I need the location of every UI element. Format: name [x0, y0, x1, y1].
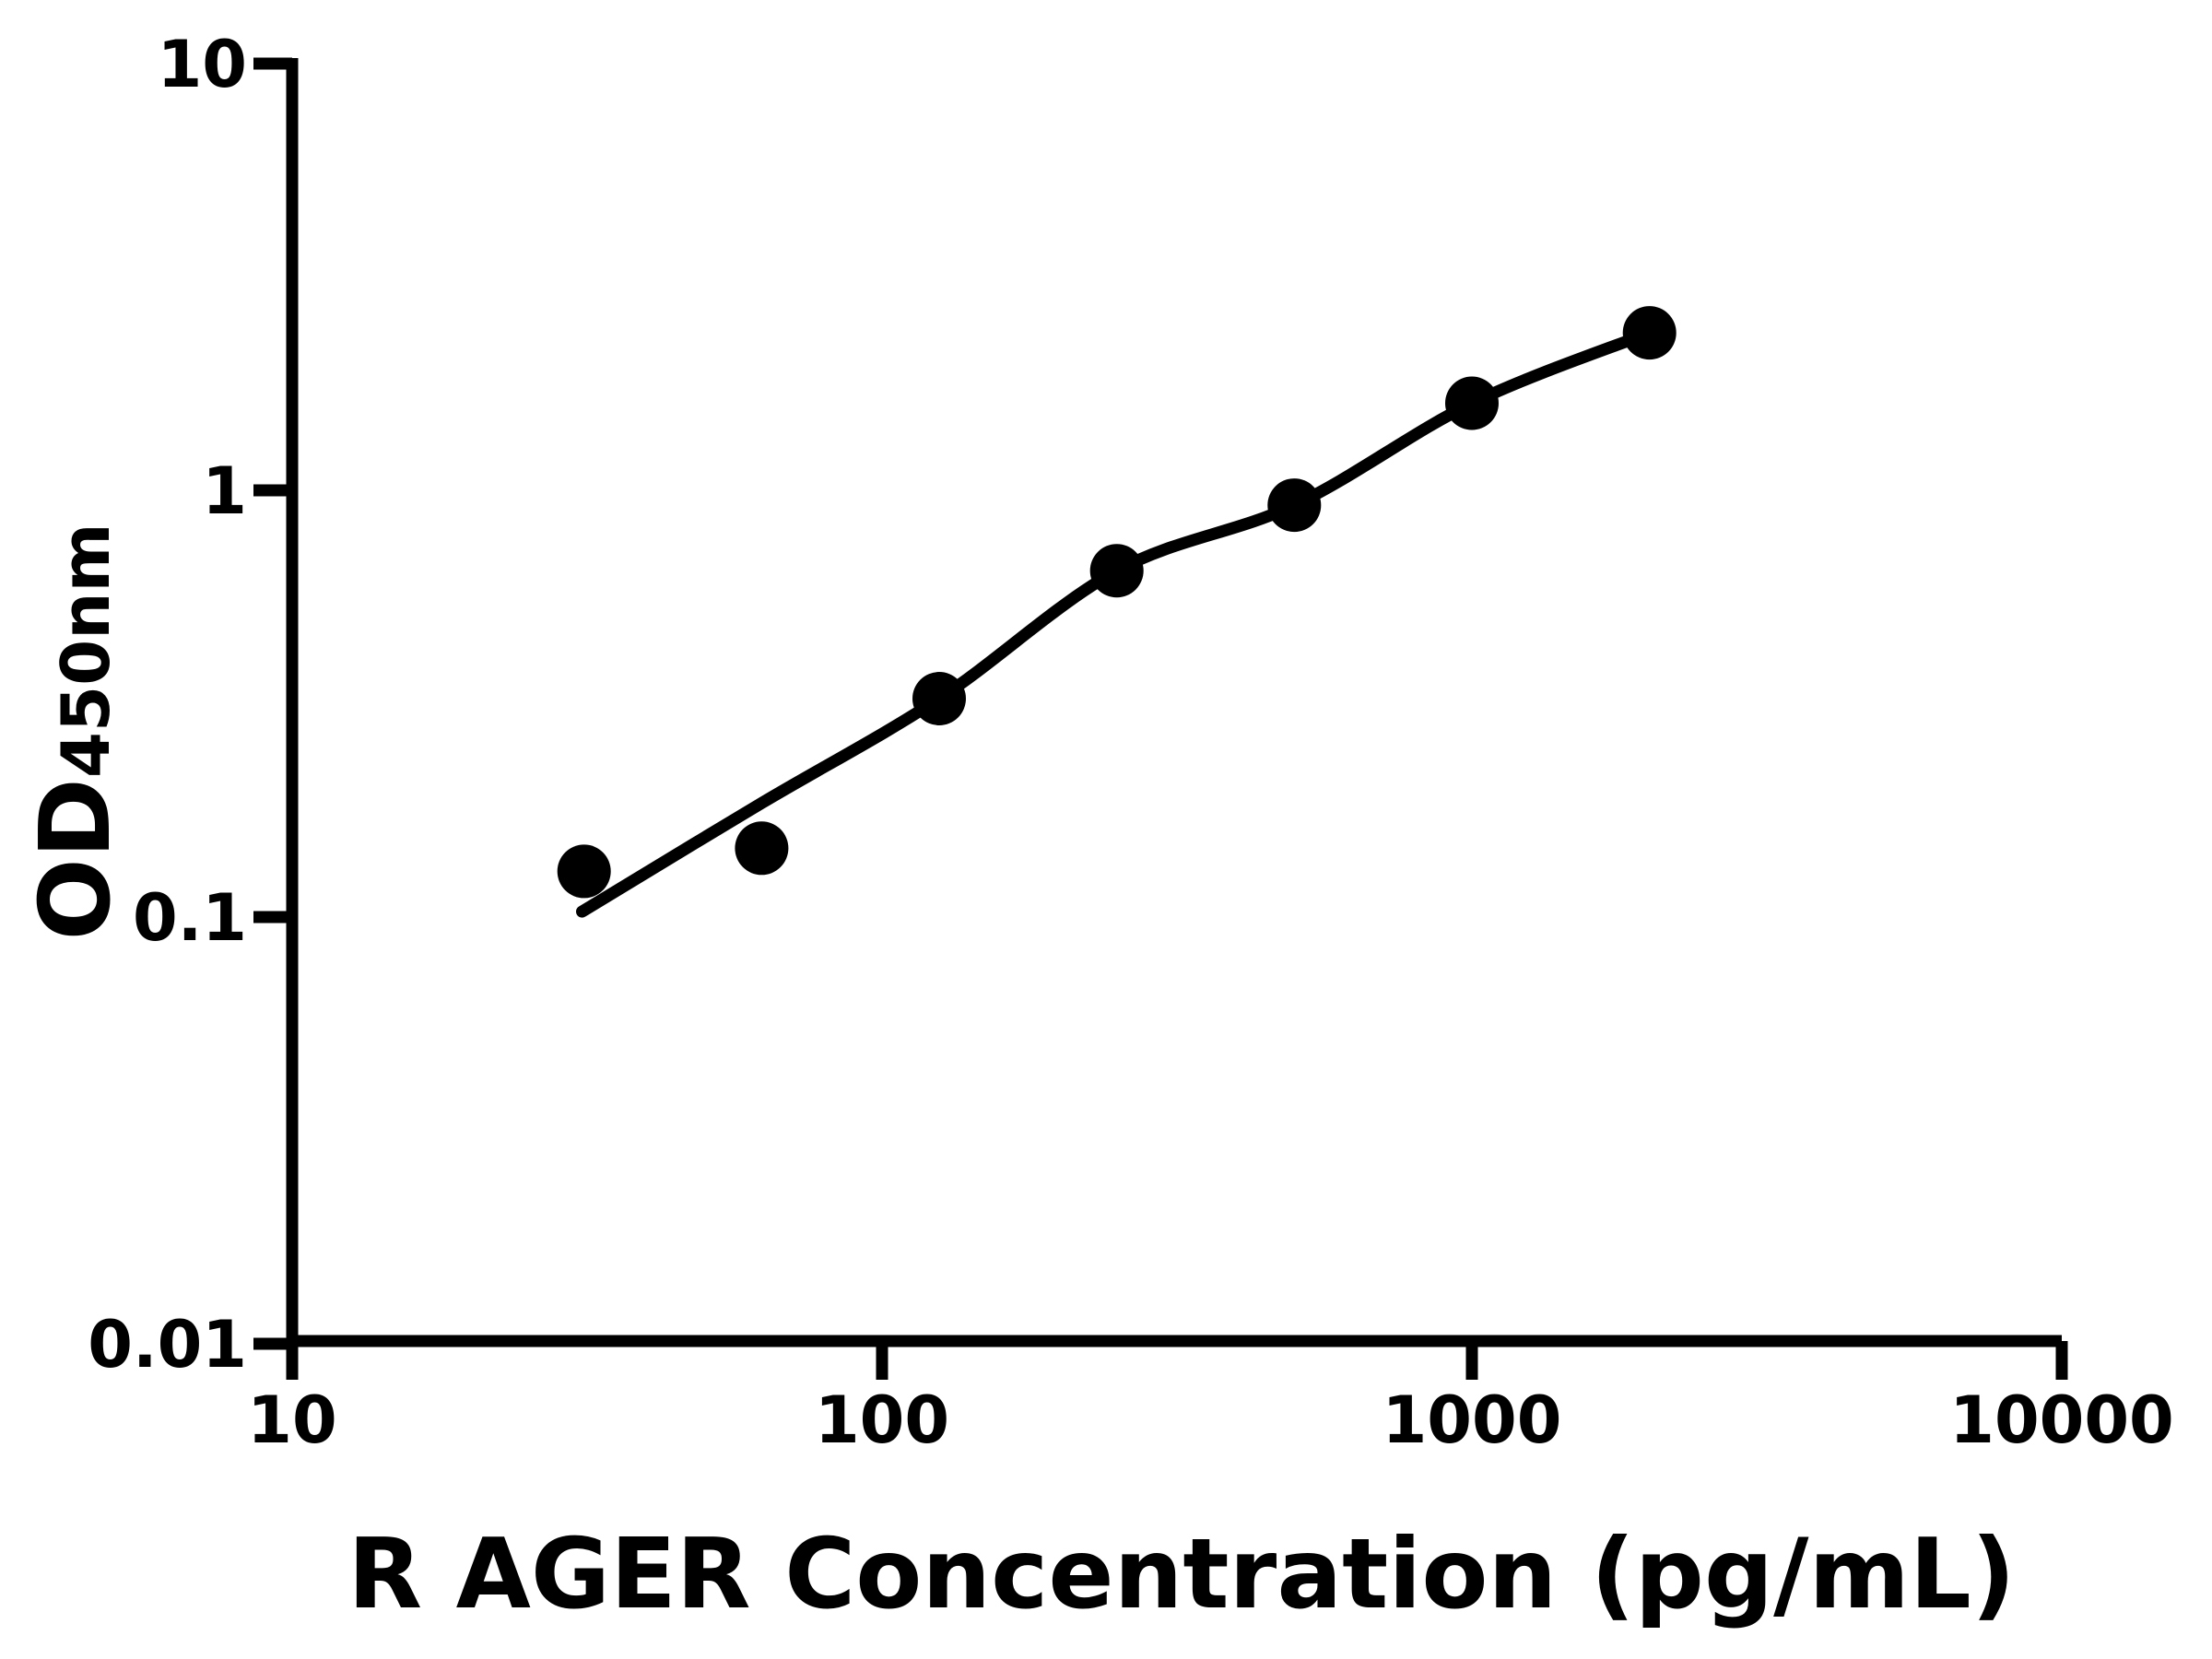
x-tick-label: 1000: [1382, 1382, 1562, 1458]
y-axis-title-sub: 450nm: [47, 524, 124, 779]
x-tick-label: 10: [247, 1382, 336, 1458]
y-axis-title: OD450nm: [19, 524, 132, 941]
y-axis-title-main: OD: [19, 778, 132, 940]
data-point: [1089, 544, 1144, 598]
data-point: [912, 672, 966, 725]
data-point: [1622, 306, 1677, 360]
axes: [286, 58, 2062, 1347]
y-tick-label: 0.01: [88, 1307, 247, 1382]
data-point: [557, 844, 611, 899]
data-point: [735, 821, 789, 876]
y-tick-label: 1: [202, 453, 247, 529]
data-point: [1267, 478, 1322, 533]
x-tick-label: 10000: [1949, 1382, 2174, 1458]
data-point: [1445, 376, 1499, 430]
axis-ticks: [253, 57, 2068, 1380]
x-axis-title: R AGER Concentration (pg/mL): [347, 1518, 2016, 1630]
axis-line: [286, 58, 2062, 1347]
x-tick-label: 100: [815, 1382, 949, 1458]
y-tick-label: 10: [158, 27, 247, 102]
y-tick-label: 0.1: [133, 880, 247, 956]
data-points: [557, 306, 1677, 899]
